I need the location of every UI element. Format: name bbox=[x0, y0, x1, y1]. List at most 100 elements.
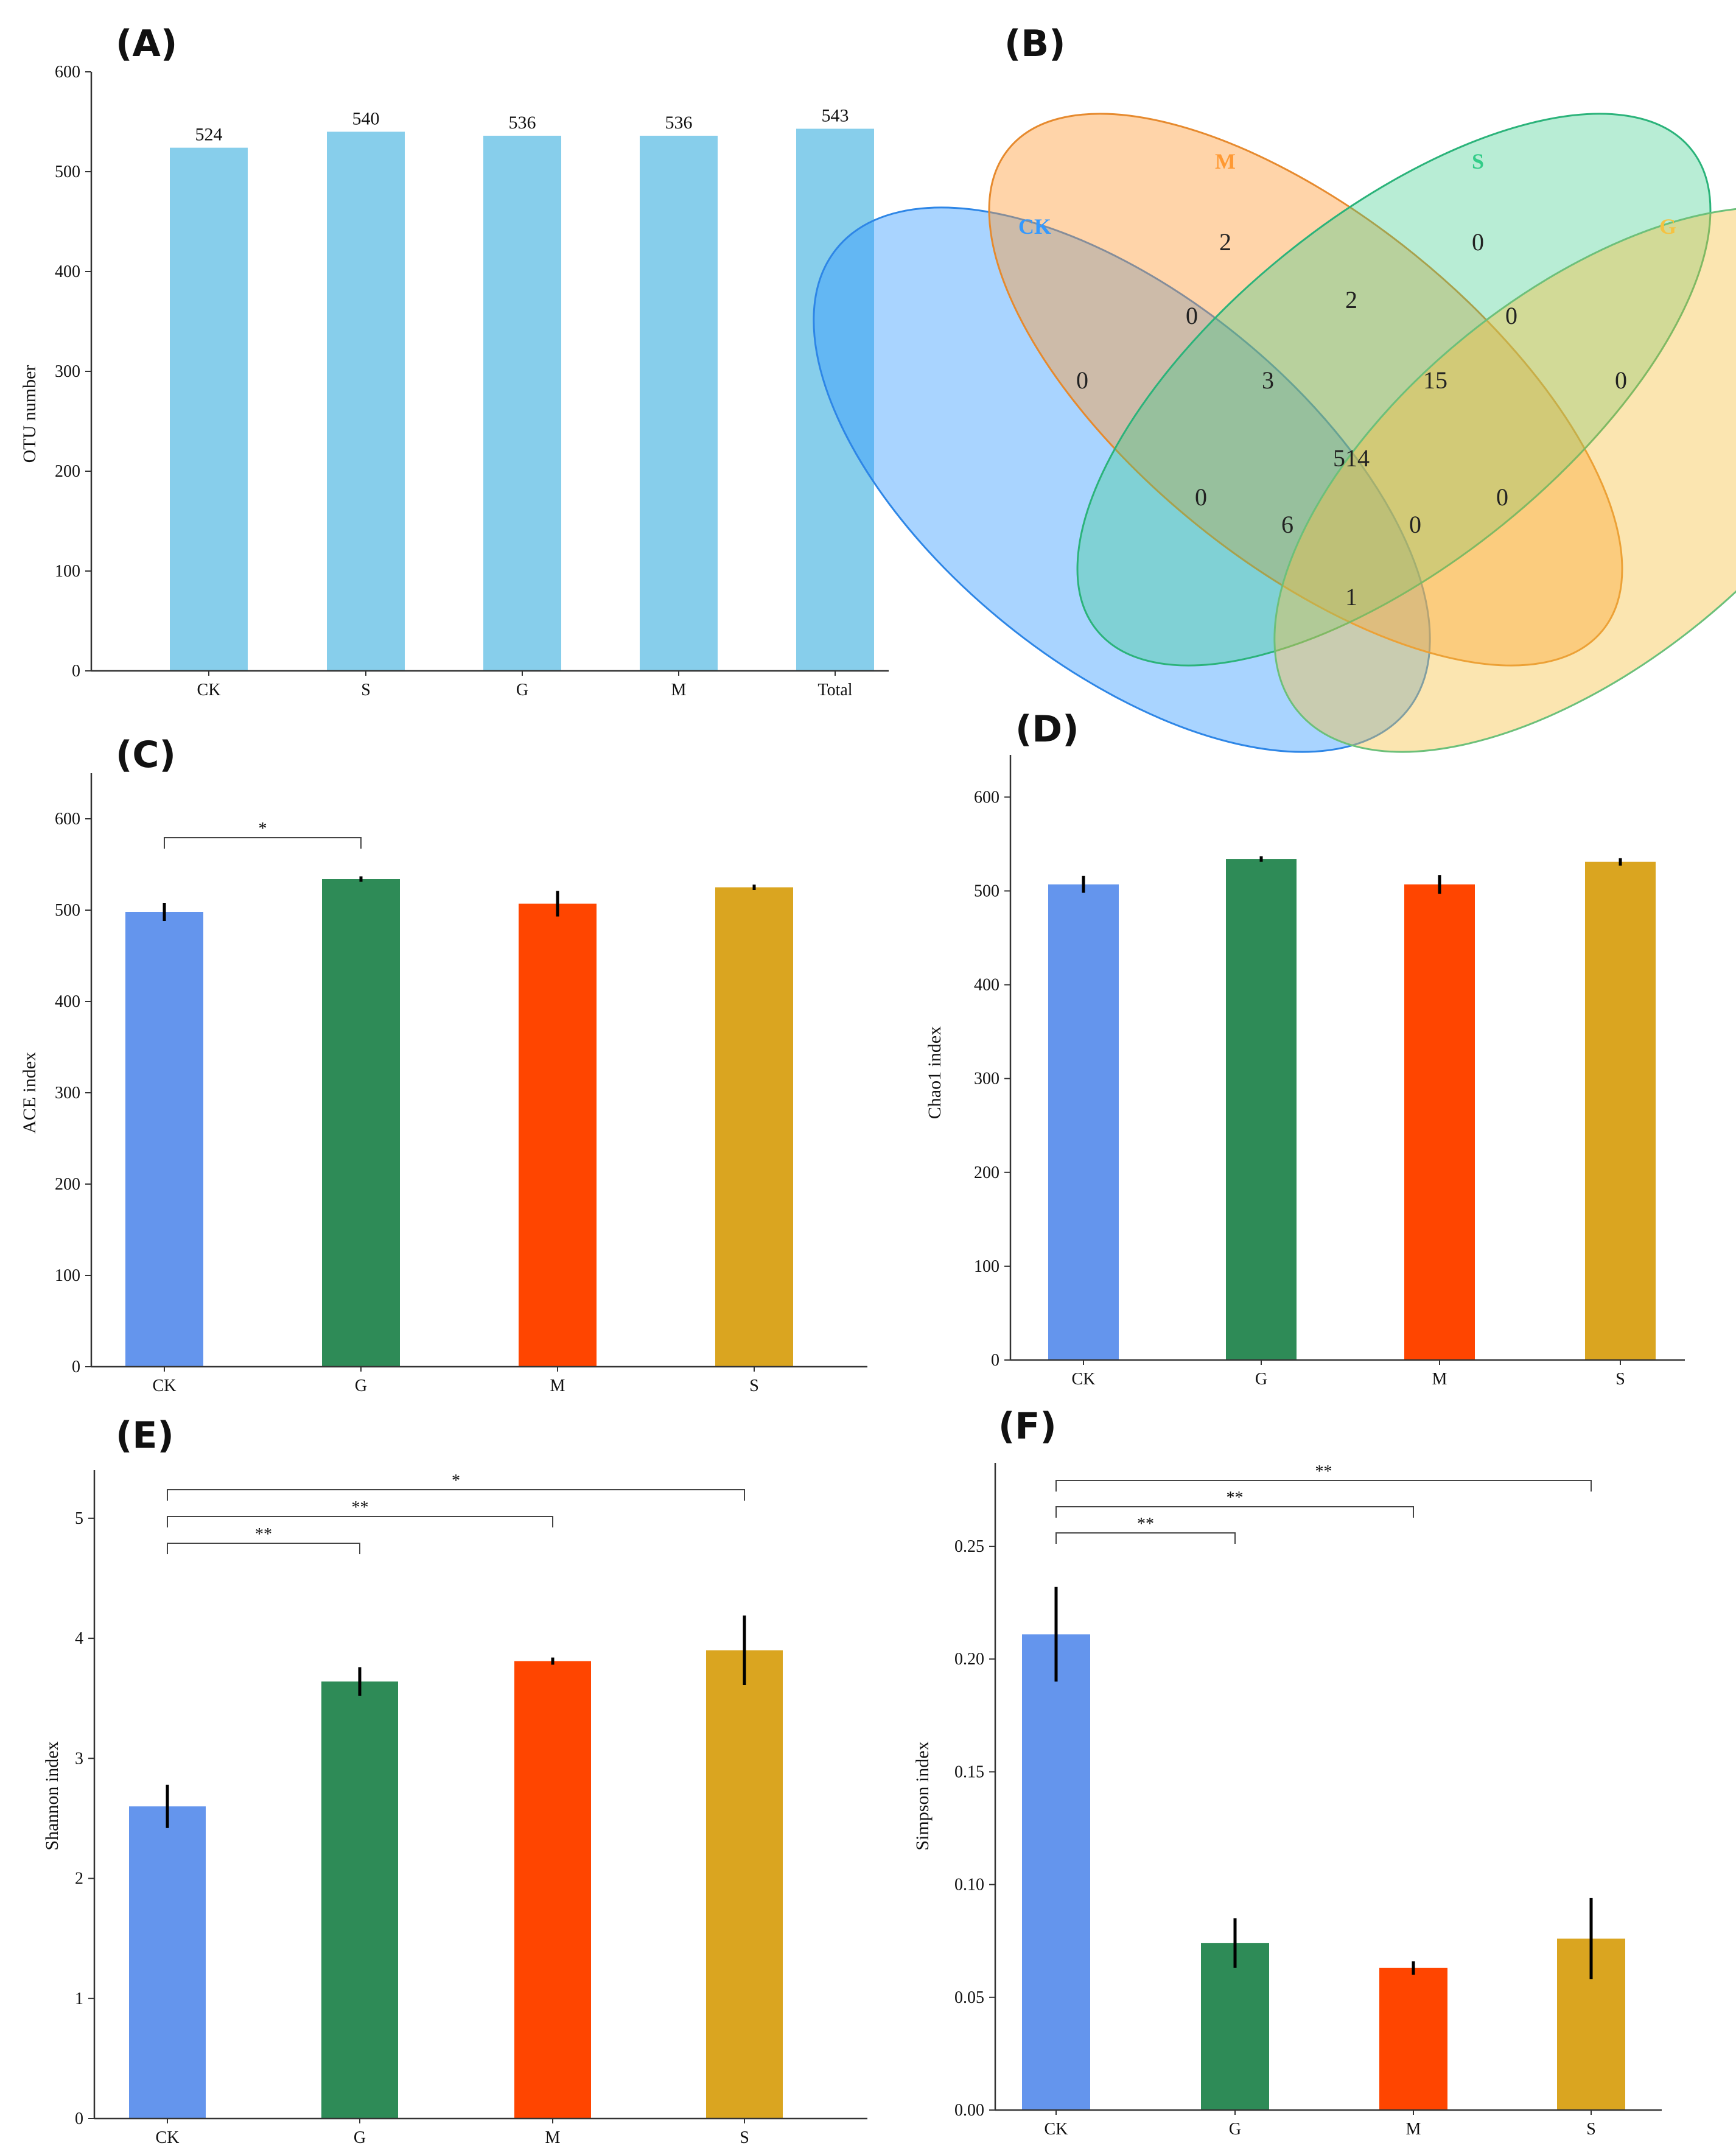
panel-d-xtick-label-s: S bbox=[1615, 1370, 1625, 1389]
panel-c-significance: * bbox=[164, 819, 362, 849]
panel-c-xtick-label-s: S bbox=[749, 1376, 759, 1395]
panel-a-xtick-label-g: G bbox=[516, 681, 528, 699]
panel-e-axes: CK G M S 0 1 2 3 4 5 bbox=[75, 1470, 867, 2147]
panel-e-bar-g bbox=[321, 1681, 398, 2119]
panel-b: (B) CK M S G 0 2 0 0 0 2 0 3 15 514 0 0 … bbox=[813, 23, 1736, 753]
venn-set-m bbox=[988, 113, 1623, 667]
panel-a-label: (A) bbox=[116, 23, 177, 65]
panel-e-ytick-label: 1 bbox=[75, 1989, 83, 2008]
panel-e-bar-ck bbox=[129, 1806, 206, 2119]
panel-a-bar-g bbox=[483, 135, 561, 671]
panel-f-sig-label-1: ** bbox=[1137, 1515, 1154, 1534]
venn-region-ck-s-g: 6 bbox=[1281, 511, 1293, 538]
venn-region-all: 514 bbox=[1333, 444, 1370, 472]
panel-c-ytick-label: 200 bbox=[55, 1175, 80, 1194]
panel-d-ytick-label: 0 bbox=[991, 1351, 999, 1370]
panel-c-sig-label-1: * bbox=[259, 819, 267, 838]
panel-e-sig-label-1: ** bbox=[255, 1525, 272, 1544]
panel-d-ytick-label: 200 bbox=[974, 1163, 999, 1182]
panel-a-xtick-label-ck: CK bbox=[197, 681, 221, 699]
panel-f-bar-ck bbox=[1022, 1634, 1090, 2110]
panel-a-xtick-label-s: S bbox=[361, 681, 371, 699]
panel-f-xtick-label-ck: CK bbox=[1045, 2120, 1068, 2139]
panel-f-sig-bracket-3 bbox=[1055, 1480, 1592, 1492]
panel-c-ytick-label: 500 bbox=[55, 901, 80, 920]
panel-a-xtick-label-m: M bbox=[671, 681, 687, 699]
panel-c-bar-m bbox=[519, 903, 597, 1367]
panel-f-sig-bracket-1 bbox=[1055, 1532, 1236, 1544]
panel-c-xtick-label-g: G bbox=[355, 1376, 367, 1395]
panel-e-significance: ***** bbox=[167, 1471, 745, 1554]
venn-region-m-s-g: 15 bbox=[1423, 366, 1447, 394]
panel-e-ytick-label: 4 bbox=[75, 1629, 83, 1648]
panel-f-xtick-label-m: M bbox=[1406, 2120, 1421, 2139]
panel-c-sig-bracket-1 bbox=[164, 837, 362, 849]
panel-f-ytick-label: 0.00 bbox=[954, 2101, 984, 2120]
venn-set-label-m: M bbox=[1215, 149, 1236, 174]
panel-e-xtick-label-g: G bbox=[354, 2128, 366, 2147]
panel-a-data-label-m: 536 bbox=[665, 113, 693, 133]
panel-e-ylabel: Shannon index bbox=[42, 1741, 62, 1850]
panel-e-bars bbox=[129, 1615, 783, 2119]
panel-f: (F) Simpson index ** ** ** CK G M S 0.00 0.05 0.… bbox=[912, 1405, 1662, 2139]
panel-a-ytick-label: 200 bbox=[55, 462, 80, 481]
panel-a-xtick-label-total: Total bbox=[817, 681, 852, 699]
venn-set-s bbox=[1076, 113, 1712, 667]
panel-d-xtick-label-g: G bbox=[1255, 1370, 1267, 1389]
panel-c-ytick-label: 300 bbox=[55, 1084, 80, 1103]
panel-a-bars bbox=[170, 128, 874, 671]
panel-a-ytick-label: 100 bbox=[55, 562, 80, 581]
panel-c-bar-ck bbox=[125, 912, 203, 1367]
panel-f-axes: CK G M S 0.00 0.05 0.10 0.15 0.20 0.25 bbox=[954, 1463, 1662, 2139]
panel-f-sig-label-3: ** bbox=[1315, 1462, 1332, 1481]
panel-e-xtick-label-ck: CK bbox=[156, 2128, 180, 2147]
panel-a-data-labels: 524 540 536 536 543 bbox=[195, 105, 849, 144]
panel-f-ytick-label: 0.15 bbox=[954, 1762, 984, 1781]
panel-d-ylabel: Chao1 index bbox=[925, 1026, 945, 1119]
panel-d: (D) Chao1 index CK G M S 0 100 200 300 400 500 600 bbox=[925, 708, 1685, 1389]
panel-a-data-label-g: 536 bbox=[509, 113, 536, 133]
venn-region-s: 0 bbox=[1472, 228, 1484, 256]
panel-e-ytick-label: 3 bbox=[75, 1749, 83, 1768]
panel-d-bars bbox=[1048, 856, 1656, 1360]
panel-e-sig-bracket-2 bbox=[167, 1516, 553, 1527]
panel-a-ytick-label: 600 bbox=[55, 63, 80, 82]
panel-d-bar-m bbox=[1404, 884, 1475, 1360]
panel-a-ytick-label: 400 bbox=[55, 262, 80, 281]
panel-e-xtick-label-m: M bbox=[545, 2128, 561, 2147]
panel-c-bars bbox=[125, 876, 793, 1367]
panel-e-ytick-label: 0 bbox=[75, 2109, 83, 2128]
panel-f-bar-m bbox=[1379, 1968, 1447, 2110]
venn-region-ck-s: 0 bbox=[1195, 483, 1207, 511]
panel-c-xtick-label-ck: CK bbox=[153, 1376, 177, 1395]
panel-c-ytick-label: 0 bbox=[72, 1358, 80, 1376]
panel-f-sig-label-2: ** bbox=[1227, 1488, 1244, 1507]
panel-d-bar-s bbox=[1585, 861, 1656, 1360]
venn-set-label-ck: CK bbox=[1018, 214, 1051, 239]
venn-set-label-g: G bbox=[1659, 214, 1676, 239]
panel-d-xtick-label-m: M bbox=[1432, 1370, 1447, 1389]
panel-a-ytick-label: 300 bbox=[55, 362, 80, 381]
panel-d-ytick-label: 300 bbox=[974, 1070, 999, 1089]
panel-e-bar-s bbox=[706, 1650, 783, 2119]
venn-region-ck-g: 1 bbox=[1345, 583, 1357, 611]
panel-f-ytick-label: 0.10 bbox=[954, 1876, 984, 1895]
panel-c-ylabel: ACE index bbox=[19, 1052, 40, 1134]
panel-a-ytick-label: 500 bbox=[55, 163, 80, 181]
panel-f-ytick-label: 0.05 bbox=[954, 1988, 984, 2007]
panel-d-label: (D) bbox=[1015, 708, 1079, 751]
panel-a-data-label-ck: 524 bbox=[195, 125, 223, 145]
panel-e-sig-label-2: ** bbox=[352, 1498, 369, 1517]
panel-c-axes: CK G M S 0 100 200 300 400 500 600 bbox=[55, 773, 867, 1395]
panel-a-bar-m bbox=[640, 135, 718, 671]
panel-c: (C) ACE index * CK G M S 0 100 200 300 400 500 600 bbox=[19, 734, 867, 1395]
panel-f-ytick-label: 0.25 bbox=[954, 1537, 984, 1556]
panel-c-ytick-label: 600 bbox=[55, 810, 80, 829]
panel-f-bar-g bbox=[1201, 1943, 1269, 2110]
panel-e-ytick-label: 2 bbox=[75, 1870, 83, 1888]
panel-c-ytick-label: 400 bbox=[55, 992, 80, 1011]
panel-f-ytick-label: 0.20 bbox=[954, 1650, 984, 1669]
panel-d-ytick-label: 100 bbox=[974, 1257, 999, 1276]
panel-a-bar-total bbox=[796, 128, 874, 671]
